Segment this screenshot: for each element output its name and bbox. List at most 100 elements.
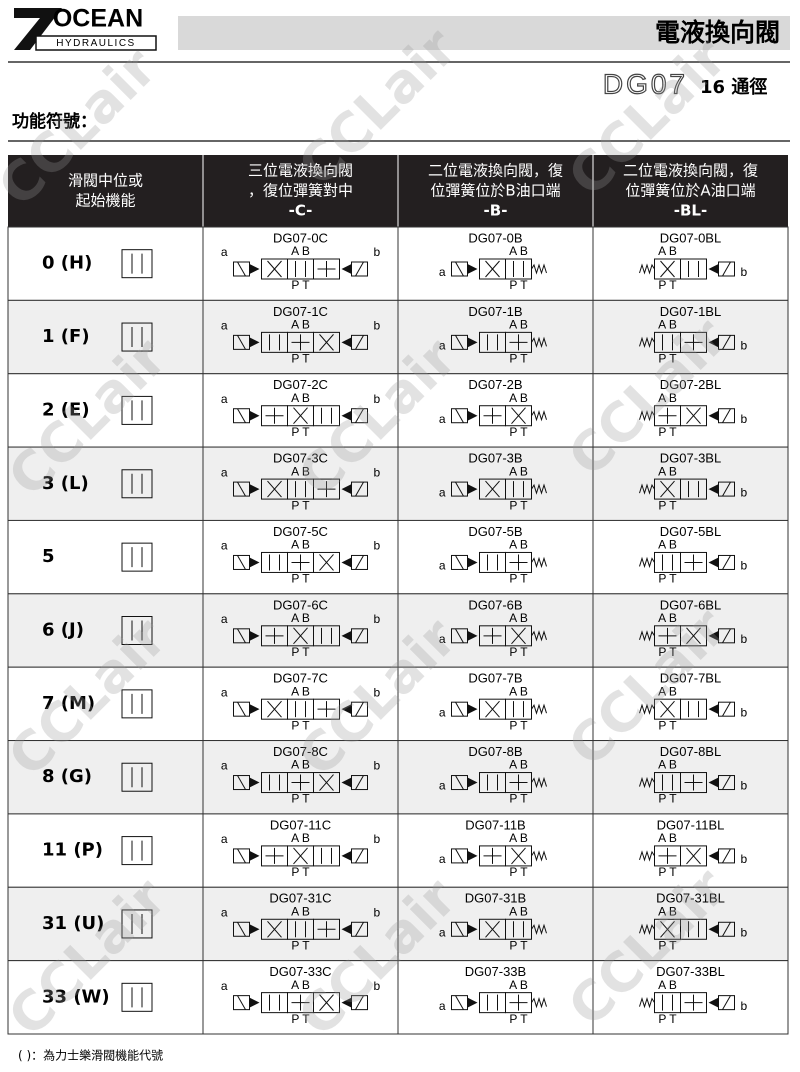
solenoid-line xyxy=(355,995,364,1010)
port-labels: A B xyxy=(291,464,310,478)
solenoid-label: b xyxy=(741,559,748,573)
port-labels: P T xyxy=(291,1012,310,1026)
function-icon xyxy=(121,909,153,939)
pilot-arrow xyxy=(467,484,478,495)
port-labels: A B xyxy=(658,538,677,552)
port-labels: A B xyxy=(509,611,528,625)
spring xyxy=(531,996,547,1009)
spring xyxy=(639,336,655,349)
flow-line xyxy=(686,847,701,865)
solenoid-label: b xyxy=(741,632,748,646)
valve-symbol: DG07-2CA B P T a b xyxy=(221,377,381,439)
solenoid-line xyxy=(722,555,731,570)
pilot-arrow xyxy=(467,924,478,935)
model-code: DG07-8B xyxy=(468,744,522,759)
solenoid-label: b xyxy=(741,925,748,939)
spring xyxy=(531,630,547,642)
solenoid-line xyxy=(355,775,364,790)
solenoid-line xyxy=(455,701,464,717)
spring xyxy=(531,850,547,862)
solenoid-label: b xyxy=(741,705,748,719)
flow-line xyxy=(319,774,334,791)
function-code: 11 (P) xyxy=(42,840,103,861)
solenoid-line xyxy=(355,555,364,570)
model-code: DG07-1B xyxy=(468,304,522,319)
solenoid-label: b xyxy=(741,999,748,1013)
solenoid-line xyxy=(455,628,464,644)
solenoid-line xyxy=(237,701,246,717)
port-labels: P T xyxy=(509,1012,528,1026)
port-labels: P T xyxy=(291,718,310,732)
solenoid-label: b xyxy=(741,412,748,426)
title-bar xyxy=(178,16,790,50)
model-code: DG07-3BL xyxy=(660,451,721,466)
valve-symbol: DG07-5BA B P T a xyxy=(439,524,547,586)
valve-box xyxy=(313,772,340,794)
solenoid-line xyxy=(455,555,464,570)
flow-line xyxy=(660,920,675,938)
spring xyxy=(639,556,655,569)
solenoid-line xyxy=(455,481,464,497)
solenoid-label: a xyxy=(439,265,446,279)
pilot-arrow xyxy=(341,337,352,348)
solenoid-label: a xyxy=(221,612,228,626)
spring xyxy=(639,630,655,642)
column-header: 二位電液換向閥，復 xyxy=(428,162,563,180)
solenoid-line xyxy=(722,408,731,423)
model-code: DG07-11BL xyxy=(657,817,725,832)
pilot-arrow xyxy=(249,777,260,788)
model-code: DG07-2C xyxy=(273,377,328,392)
solenoid-line xyxy=(355,701,364,717)
port-labels: A B xyxy=(509,684,528,698)
pilot-arrow xyxy=(708,484,719,495)
function-icon xyxy=(121,616,153,645)
model-code: DG07-0BL xyxy=(660,230,721,245)
port-labels: P T xyxy=(291,865,310,879)
port-labels: A B xyxy=(291,318,310,332)
valve-box xyxy=(680,772,707,794)
valve-symbol: DG07-3BA B P T a xyxy=(439,451,547,512)
valve-box xyxy=(313,992,340,1014)
solenoid-label: b xyxy=(741,852,748,866)
pilot-arrow xyxy=(249,557,260,568)
solenoid-label: a xyxy=(221,319,228,333)
spring xyxy=(639,410,655,422)
solenoid-label: a xyxy=(439,559,446,573)
solenoid-line xyxy=(355,408,364,423)
model-code: DG07-5B xyxy=(468,524,522,539)
solenoid-line xyxy=(722,701,731,717)
port-labels: P T xyxy=(291,792,310,806)
solenoid-label: b xyxy=(741,779,748,793)
column-header: 滑閥中位或 xyxy=(68,172,143,190)
port-labels: A B xyxy=(509,831,528,845)
port-labels: P T xyxy=(658,498,677,512)
spring xyxy=(639,703,655,715)
function-code: 5 xyxy=(42,546,55,567)
valve-box xyxy=(680,845,707,867)
port-labels: A B xyxy=(291,244,310,258)
model-code: DG07-2B xyxy=(468,377,522,392)
pilot-arrow xyxy=(249,630,260,641)
flow-line xyxy=(485,700,500,718)
solenoid-label: b xyxy=(741,339,748,353)
function-code: 2 (E) xyxy=(42,399,90,420)
valve-symbol: DG07-1CA B P T a b xyxy=(221,304,381,366)
solenoid-label: a xyxy=(221,905,228,919)
flow-line xyxy=(660,260,675,278)
valve-box xyxy=(680,918,707,940)
model-code: DG07-31BL xyxy=(656,891,725,906)
port-labels: A B xyxy=(291,978,310,992)
solenoid-label: b xyxy=(374,685,381,699)
solenoid-line xyxy=(237,995,246,1010)
model-code: DG07-7BL xyxy=(660,671,721,686)
valve-box xyxy=(680,625,707,647)
pilot-arrow xyxy=(341,484,352,495)
flow-line xyxy=(293,407,308,425)
port-labels: P T xyxy=(658,1012,677,1026)
logo-mark xyxy=(14,8,62,50)
spring xyxy=(639,923,655,935)
model-code: DG07-1C xyxy=(273,304,328,319)
